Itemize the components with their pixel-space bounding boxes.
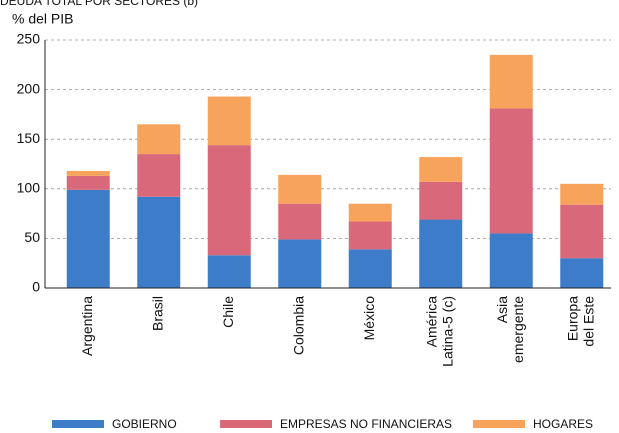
bar-segment [66, 170, 110, 176]
bar-segment [66, 175, 110, 190]
y-tick-label: 200 [17, 80, 41, 96]
x-tick-label: del Este [580, 296, 596, 347]
bar-segment [137, 154, 181, 197]
x-tick-label: América [423, 296, 439, 348]
y-axis-label: % del PIB [12, 11, 73, 27]
bar-segment [560, 258, 604, 288]
bar-segment [207, 145, 251, 256]
bar-segment [207, 255, 251, 288]
y-tick-label: 100 [17, 180, 41, 196]
legend-label: EMPRESAS NO FINANCIERAS [280, 417, 452, 431]
chart-title: DEUDA TOTAL POR SECTORES (b) [0, 0, 198, 8]
bar-segment [66, 189, 110, 288]
bar-segment [278, 203, 322, 240]
bar-segment [137, 196, 181, 288]
legend-label: HOGARES [533, 417, 593, 431]
bar-segment [489, 54, 533, 109]
y-tick-label: 0 [32, 279, 40, 295]
bar-segment [348, 221, 392, 250]
bar-segment [419, 181, 463, 220]
bar-segment [489, 233, 533, 288]
y-tick-label: 250 [17, 31, 41, 47]
y-tick-label: 50 [24, 229, 40, 245]
bar-segment [278, 239, 322, 288]
x-tick-label: Brasil [149, 296, 165, 331]
legend-label: GOBIERNO [112, 417, 177, 431]
x-tick-label: emergente [510, 296, 526, 363]
bar-segment [419, 219, 463, 288]
bar-segment [278, 174, 322, 204]
x-tick-label: Chile [220, 296, 236, 328]
x-tick-label: Asia [494, 296, 510, 323]
bar-segment [560, 204, 604, 259]
bar-segment [207, 96, 251, 146]
x-tick-label: Colombia [290, 296, 306, 355]
x-tick-label: Argentina [79, 296, 95, 356]
bar-segment [348, 249, 392, 288]
bar-segment [489, 108, 533, 234]
legend-swatch [473, 420, 525, 428]
bar-segment [348, 203, 392, 222]
bar-segment [560, 183, 604, 205]
bar-segment [419, 157, 463, 182]
bar-segment [137, 124, 181, 155]
x-tick-label: Europa [564, 296, 580, 341]
x-tick-label: México [361, 296, 377, 341]
x-tick-label: Latina-5 (c) [439, 296, 455, 367]
legend-swatch [52, 420, 104, 428]
legend-swatch [220, 420, 272, 428]
y-tick-label: 150 [17, 130, 41, 146]
